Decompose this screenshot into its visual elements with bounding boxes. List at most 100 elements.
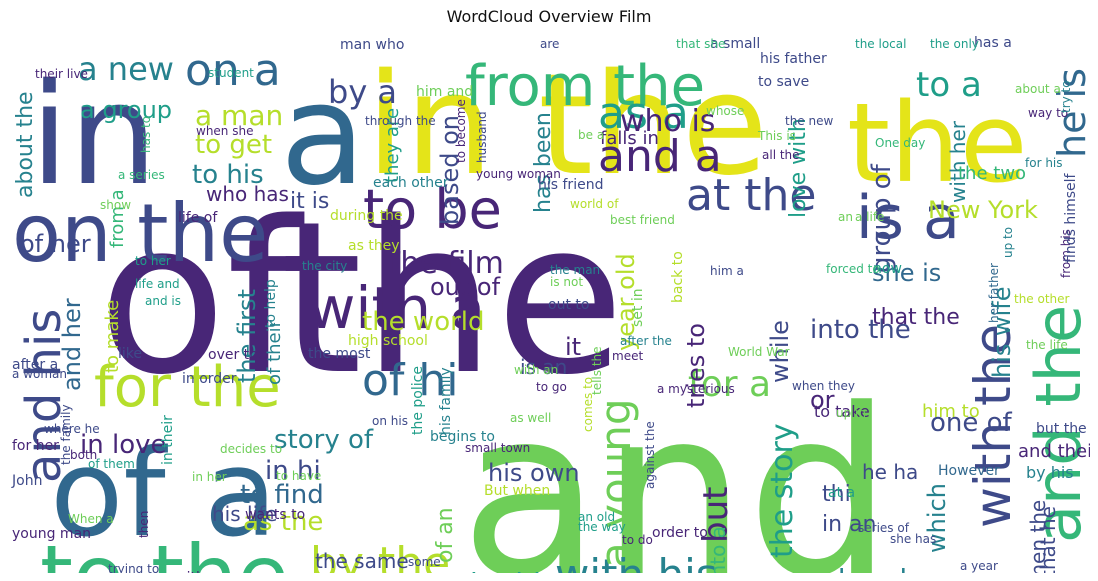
word-when-they: when they <box>792 379 855 393</box>
word-world-of: world of <box>570 197 619 211</box>
word-tries-to: tries to <box>682 323 710 408</box>
word-way-to: way to <box>1028 106 1068 120</box>
word-a-new: a new <box>78 50 174 88</box>
word-as-they: as they <box>348 238 400 254</box>
word-it-is: it is <box>290 189 329 214</box>
word-to-find: to find <box>240 480 324 510</box>
word-but-when: But when <box>484 483 550 499</box>
word-he-is: he is <box>1050 68 1090 158</box>
word-the-story: the story <box>765 423 800 558</box>
word-when-the: when the <box>1026 500 1050 573</box>
word-world-war: World War <box>728 345 790 359</box>
word-but: but <box>696 487 736 543</box>
word-the-film: The film <box>381 246 504 281</box>
word-the-life: the life <box>1026 338 1068 352</box>
word-whose: whose <box>706 104 744 118</box>
word-a-mysterious: a mysterious <box>657 382 735 396</box>
word-up-with: up with <box>153 570 205 573</box>
word-a: a <box>280 54 366 217</box>
word-to-the: to the <box>40 527 289 573</box>
word-based-on: based on <box>436 115 464 225</box>
word-of-them: of them <box>88 457 135 471</box>
word-then: then <box>137 511 151 538</box>
word-as-well: as well <box>510 411 551 425</box>
word-his-wife: his wife <box>988 286 1016 378</box>
word-by-the: by the <box>310 538 450 573</box>
word-of-an: of an <box>433 507 458 563</box>
word-is-an: is an <box>520 355 567 379</box>
word-life-of: life of <box>178 210 218 226</box>
word-to-a: to a <box>916 65 982 105</box>
word-the-same: the same <box>315 549 409 573</box>
word-an: an <box>838 210 853 224</box>
word-to-his: to his <box>192 160 264 190</box>
word-she-is: she is <box>872 259 941 287</box>
word-for-the: for the <box>94 355 281 420</box>
word-the-first: the first <box>233 289 261 383</box>
word-story-of: story of <box>274 425 374 455</box>
word-at-a: at a <box>828 485 855 501</box>
word-where-he: where he <box>44 422 100 436</box>
word-with-a: with a <box>308 274 485 342</box>
word-up-to: up to <box>1001 227 1015 258</box>
word-while: while <box>766 320 794 383</box>
word-life-and: life and <box>135 277 180 291</box>
word-or: or <box>810 386 835 414</box>
word-has-a: has a <box>974 35 1012 51</box>
word-and-her: and her <box>58 298 86 391</box>
word-his-own: his own <box>488 459 580 487</box>
word-to-take: to take <box>814 402 870 421</box>
word-a-woman: a woman <box>12 367 67 381</box>
word-to-her: to her <box>135 254 171 268</box>
word-john: John <box>11 473 42 489</box>
word-that-he: that he <box>1036 506 1060 573</box>
word-best-friend: best friend <box>610 213 675 227</box>
word-that-she: that she <box>676 37 725 51</box>
word-husband: husband <box>475 111 489 163</box>
word-it: it <box>565 333 581 361</box>
word-series-of: series of <box>858 521 910 535</box>
word-show: show <box>100 198 131 212</box>
word-decides-to: decides to <box>220 442 282 456</box>
word-his-life: his life <box>212 502 277 526</box>
word-against-the: against the <box>643 421 657 489</box>
word-small-town: small town <box>465 441 530 455</box>
word-a-life: a life <box>855 210 884 224</box>
word-to-get: to get <box>195 130 272 160</box>
word-has-to: has to <box>139 116 153 153</box>
chart-title: WordCloud Overview Film <box>446 7 652 26</box>
word-one-of: one of <box>930 408 1013 438</box>
word-in-her: in her <box>192 470 227 484</box>
word-has-been: has been <box>531 112 556 213</box>
word-into-a: into a <box>706 526 730 573</box>
word-man-who: man who <box>340 37 404 53</box>
word-the-local: the local <box>855 37 906 51</box>
word-who-is: who is <box>620 104 715 139</box>
word-wants-to: wants to <box>245 507 305 523</box>
word-who-has: who has <box>206 182 289 206</box>
word-each-other: each other <box>373 175 449 191</box>
word-his-friend: his friend <box>538 177 603 193</box>
word-in-the: in the <box>366 44 768 207</box>
word-to-become: to become <box>454 99 468 163</box>
word-to-go: to go <box>536 380 567 394</box>
word-by-a: by a <box>328 73 397 111</box>
word-the-most: the most <box>308 346 371 362</box>
word-and-his: and his <box>16 309 72 483</box>
word-and-their: and their <box>1018 441 1090 462</box>
word-all-the: all the <box>762 148 800 162</box>
word-the-family: the family <box>59 404 73 465</box>
word-the-other: the other <box>1014 292 1070 306</box>
word-his-father: his father <box>760 51 827 67</box>
word-when-he: when he <box>815 563 935 573</box>
word-for-her: for her <box>12 438 59 454</box>
word-young-man: young man <box>12 526 91 542</box>
word-in-love: in love <box>80 430 166 460</box>
word-a-year: a year <box>960 559 998 573</box>
word-thi: thi <box>822 482 851 507</box>
word-in-order: in order <box>182 371 237 387</box>
word-him-a: him a <box>710 264 744 278</box>
word-they-are: they are <box>382 108 403 183</box>
